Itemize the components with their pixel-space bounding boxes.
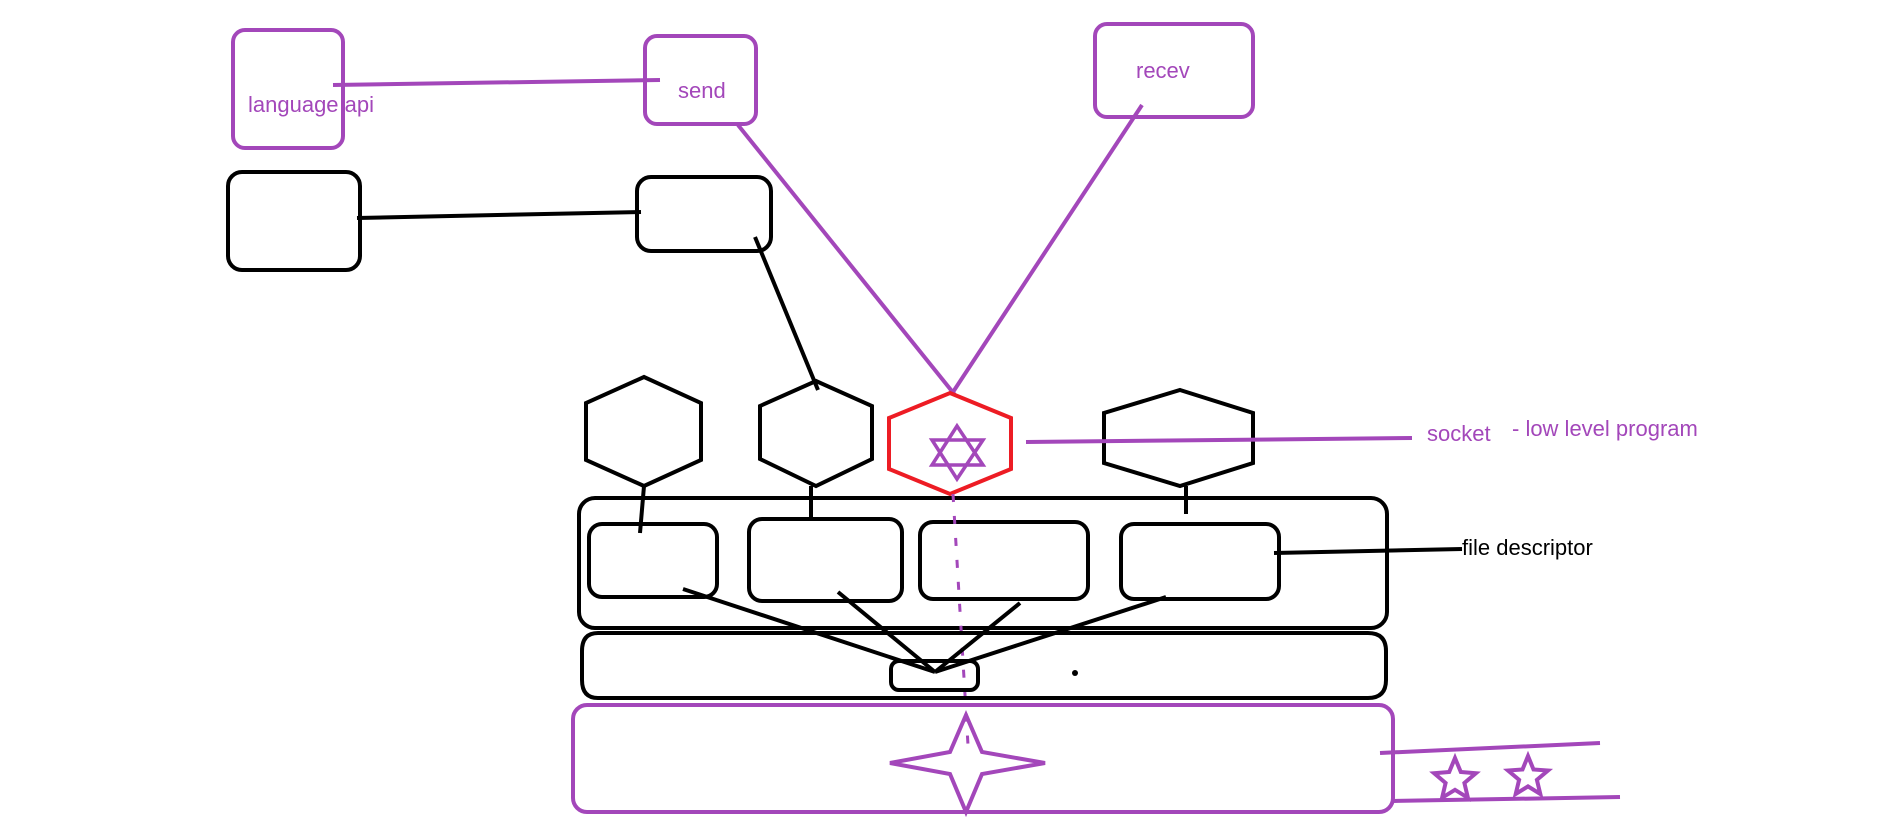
file-descriptor-slot-1 [587,522,719,599]
language-api-box [231,28,345,150]
application-to-send-connector [356,210,642,220]
file-descriptor-pointer-line [1273,547,1463,555]
socket-hexagon-2 [758,378,874,489]
application-box [226,170,362,272]
kernel-buffer-bar [580,631,1388,700]
file-descriptor-slot-4 [1119,522,1281,601]
low-level-program-label: - low level program [1512,416,1698,441]
socket-hexagon-4 [1102,387,1255,489]
kernel-buffer-node [889,659,980,692]
output-line-top [1379,741,1601,755]
send-label: send [678,78,726,103]
socket-hexagon-1 [584,374,703,489]
socket-label: socket [1427,421,1491,446]
five-point-star-icon [1502,750,1554,799]
file-descriptor-slot-3 [918,520,1090,601]
output-line-bottom [1392,795,1621,803]
socket-pointer-line [1025,436,1413,444]
six-point-star-icon [928,422,987,483]
four-point-star-icon [889,709,1046,818]
recev-label: recev [1136,58,1190,83]
language-api-label: language api [248,92,375,117]
send-call-box [635,175,773,253]
five-point-star-icon [1429,752,1481,803]
network-layer-bar [571,703,1395,814]
fan-in-connectors [682,587,1167,674]
api-to-send-connector [332,78,661,87]
send-to-socket-line [736,123,957,397]
send-call-to-hexagon-line [753,236,820,391]
socket-data-path [951,493,970,746]
file-descriptor-table [577,496,1389,630]
recev-to-socket-line [951,103,1144,394]
kernel-buffer-dot [1072,670,1078,676]
socket-hexagon-active [887,390,1013,497]
recev-box [1093,22,1255,119]
file-descriptor-label: file descriptor [1462,535,1593,560]
file-descriptor-slot-2 [747,517,904,603]
